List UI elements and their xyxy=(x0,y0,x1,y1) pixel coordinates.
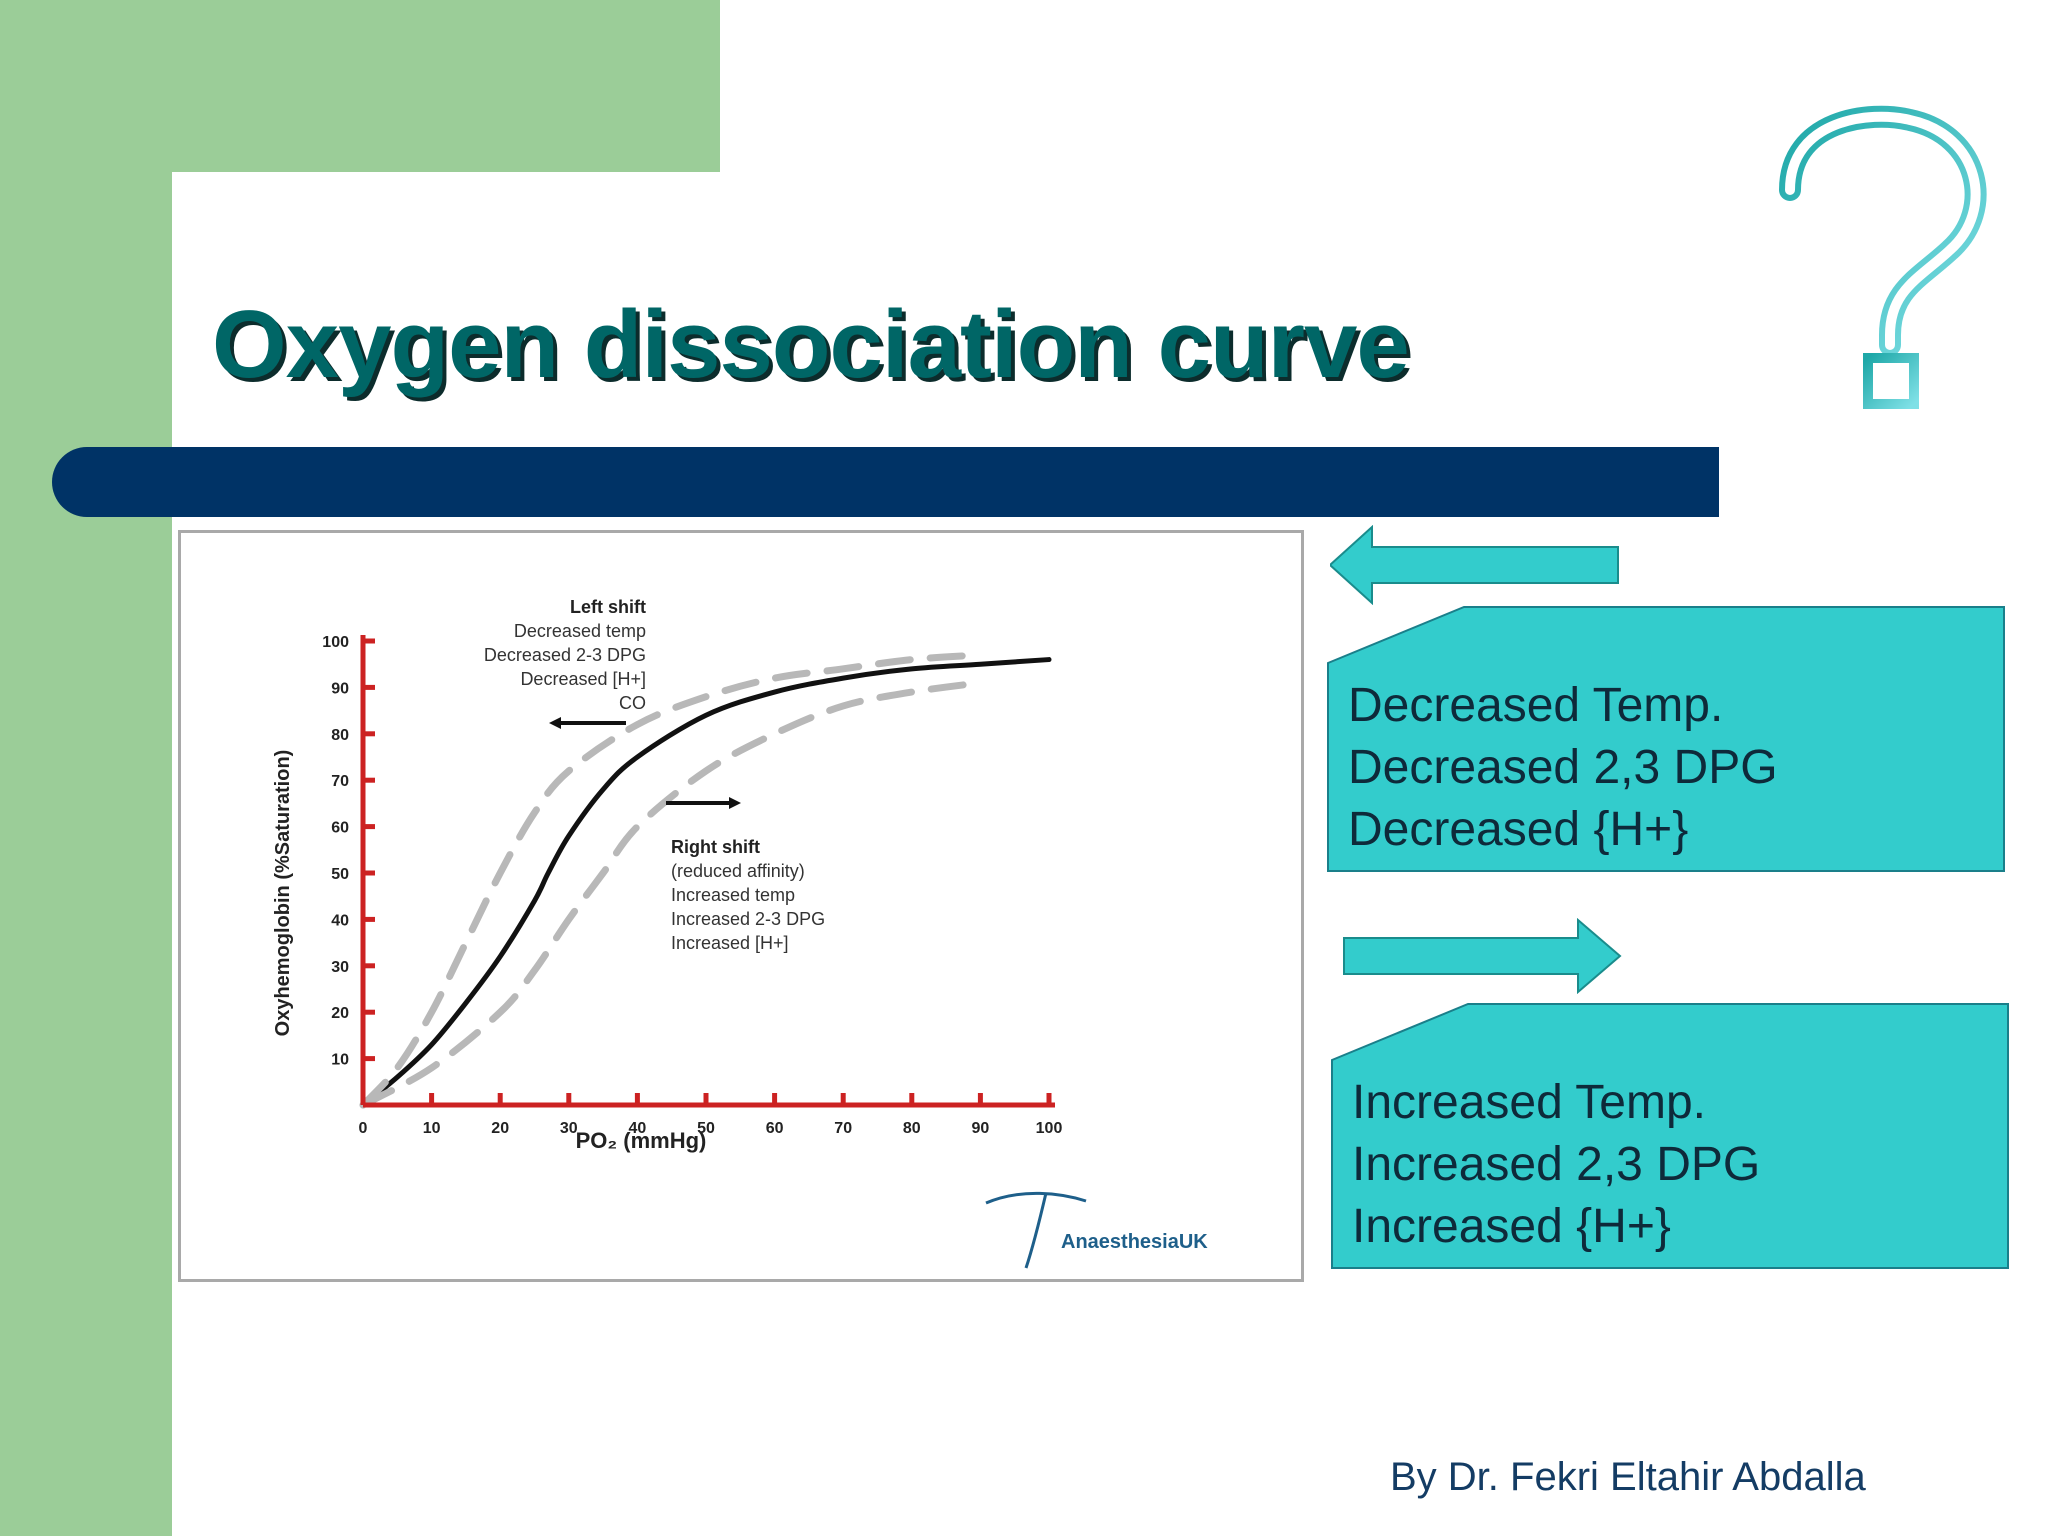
x-tick-label: 10 xyxy=(423,1120,441,1137)
chart-frame: 0 10 20 30 40 50 60 70 80 90 100 10 20 30 40 50 60 70 80 90… xyxy=(178,530,1304,1282)
y-tick-label: 70 xyxy=(331,773,349,790)
x-tick-label: 70 xyxy=(834,1120,852,1137)
y-tick-label: 30 xyxy=(331,959,349,976)
title-underline-bar xyxy=(52,447,1719,517)
right-shift-line: Increased [H+] xyxy=(671,933,789,953)
author-credit: By Dr. Fekri Eltahir Abdalla xyxy=(1390,1455,1866,1499)
x-tick-label: 20 xyxy=(491,1120,509,1137)
callout-line: Decreased {H+} xyxy=(1348,803,1689,856)
y-axis-label: Oxyhemoglobin (%Saturation) xyxy=(272,750,294,1037)
chart-ticks: 0 10 20 30 40 50 60 70 80 90 100 10 20 30 40 50 60 70 80 90… xyxy=(322,634,1062,1137)
x-tick-label: 90 xyxy=(972,1120,990,1137)
y-tick-label: 10 xyxy=(331,1052,349,1069)
chart-axes xyxy=(360,635,1055,1108)
x-tick-label: 30 xyxy=(560,1120,578,1137)
right-shift-line: Increased 2-3 DPG xyxy=(671,909,825,929)
y-tick-label: 100 xyxy=(322,634,349,651)
left-shift-heading: Left shift xyxy=(570,597,646,617)
left-shift-line: CO xyxy=(619,693,646,713)
question-mark-icon xyxy=(1779,105,1987,409)
callout-line: Increased Temp. xyxy=(1352,1076,1706,1129)
x-tick-label: 60 xyxy=(766,1120,784,1137)
callout-line: Decreased Temp. xyxy=(1348,679,1724,732)
right-shift-line: (reduced affinity) xyxy=(671,861,805,881)
right-shift-heading: Right shift xyxy=(671,837,760,857)
right-shift-arrow xyxy=(666,797,741,809)
slide-title: Oxygen dissociation curve xyxy=(212,291,1410,398)
x-tick-label: 0 xyxy=(359,1120,368,1137)
watermark-logo: AnaesthesiaUK xyxy=(985,1191,1208,1269)
green-side-strip xyxy=(0,0,172,1536)
y-tick-label: 20 xyxy=(331,1005,349,1022)
left-shift-annotation: Left shift Decreased temp Decreased 2-3 DP… xyxy=(484,597,646,713)
callout-line: Decreased 2,3 DPG xyxy=(1348,741,1778,794)
x-axis-label: PO₂ (mmHg) xyxy=(576,1128,707,1153)
y-tick-label: 80 xyxy=(331,727,349,744)
left-shift-callout: Decreased Temp. Decreased 2,3 DPG Decrea… xyxy=(1326,605,2006,873)
x-tick-label: 80 xyxy=(903,1120,921,1137)
left-shift-line: Decreased [H+] xyxy=(520,669,646,689)
callout-line: Increased 2,3 DPG xyxy=(1352,1138,1761,1191)
y-tick-label: 40 xyxy=(331,912,349,929)
left-shift-line: Decreased temp xyxy=(514,621,646,641)
chart-series-group xyxy=(359,651,1052,1109)
watermark-text: AnaesthesiaUK xyxy=(1061,1231,1208,1253)
right-arrow-icon xyxy=(1343,918,1622,994)
right-shift-callout: Increased Temp. Increased 2,3 DPG Increa… xyxy=(1330,1002,2010,1270)
y-tick-label: 90 xyxy=(331,680,349,697)
x-tick-label: 100 xyxy=(1036,1120,1063,1137)
oxygen-dissociation-chart: 0 10 20 30 40 50 60 70 80 90 100 10 20 30 40 50 60 70 80 90… xyxy=(272,597,1208,1269)
right-shift-annotation: Right shift (reduced affinity) Increased t… xyxy=(671,837,825,953)
x-tick-label: 40 xyxy=(629,1120,647,1137)
left-shift-arrow xyxy=(549,717,626,729)
left-shift-line: Decreased 2-3 DPG xyxy=(484,645,646,665)
x-tick-label: 50 xyxy=(697,1120,715,1137)
shifted-curve-dashed xyxy=(359,651,984,1109)
callout-line: Increased {H+} xyxy=(1352,1200,1671,1253)
y-tick-label: 60 xyxy=(331,820,349,837)
left-arrow-icon xyxy=(1330,525,1619,605)
y-tick-label: 50 xyxy=(331,866,349,883)
right-shift-line: Increased temp xyxy=(671,885,795,905)
normal-curve-solid xyxy=(360,657,1052,1108)
shifted-curve-dashed xyxy=(359,679,984,1109)
